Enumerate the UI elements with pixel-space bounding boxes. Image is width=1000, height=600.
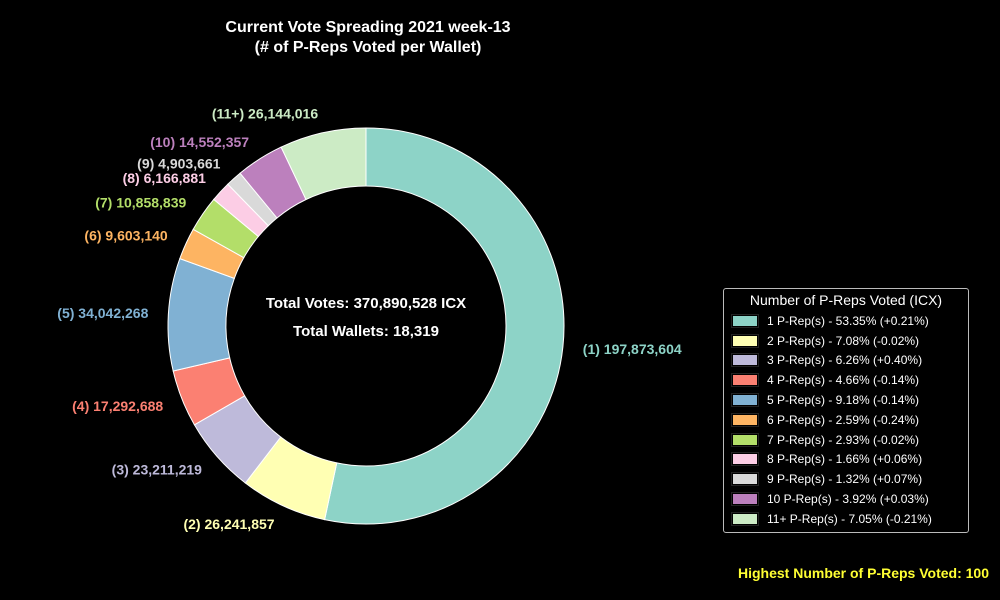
legend-swatch bbox=[731, 432, 759, 447]
legend-swatch bbox=[731, 313, 759, 328]
legend-item-7: 7 P-Rep(s) - 2.93% (-0.02%) bbox=[724, 430, 968, 450]
legend-swatch bbox=[731, 333, 759, 348]
legend-item-9: 9 P-Rep(s) - 1.32% (+0.07%) bbox=[724, 469, 968, 489]
legend-label: 4 P-Rep(s) - 4.66% (-0.14%) bbox=[767, 373, 920, 388]
legend-label: 10 P-Rep(s) - 3.92% (+0.03%) bbox=[767, 492, 929, 507]
slice-label-4: (4) 17,292,688 bbox=[72, 398, 163, 414]
legend-label: 5 P-Rep(s) - 9.18% (-0.14%) bbox=[767, 393, 920, 408]
chart-title-line-2: (# of P-Reps Voted per Wallet) bbox=[254, 39, 482, 56]
legend-swatch bbox=[731, 472, 759, 487]
legend-swatch bbox=[731, 511, 759, 526]
legend-item-2: 2 P-Rep(s) - 7.08% (-0.02%) bbox=[724, 331, 968, 351]
legend-label: 11+ P-Rep(s) - 7.05% (-0.21%) bbox=[767, 511, 932, 526]
legend-title: Number of P-Reps Voted (ICX) bbox=[749, 292, 943, 308]
chart-title: Current Vote Spreading 2021 week-13 (# o… bbox=[168, 18, 568, 58]
legend-item-6: 6 P-Rep(s) - 2.59% (-0.24%) bbox=[724, 410, 968, 430]
legend-item-11: 11+ P-Rep(s) - 7.05% (-0.21%) bbox=[724, 509, 968, 529]
legend-item-1: 1 P-Rep(s) - 53.35% (+0.21%) bbox=[724, 311, 968, 331]
legend-item-5: 5 P-Rep(s) - 9.18% (-0.14%) bbox=[724, 390, 968, 410]
donut-slice-5 bbox=[167, 257, 235, 372]
donut-slice-1 bbox=[324, 127, 565, 525]
slice-label-10: (10) 14,552,357 bbox=[150, 134, 249, 150]
legend-swatch bbox=[731, 492, 759, 507]
slice-label-8: (8) 6,166,881 bbox=[123, 170, 206, 186]
legend-label: 3 P-Rep(s) - 6.26% (+0.40%) bbox=[767, 353, 923, 368]
legend-label: 7 P-Rep(s) - 2.93% (-0.02%) bbox=[767, 432, 920, 447]
legend-swatch bbox=[731, 452, 759, 467]
legend-item-4: 4 P-Rep(s) - 4.66% (-0.14%) bbox=[724, 370, 968, 390]
chart-title-line-1: Current Vote Spreading 2021 week-13 bbox=[225, 19, 511, 36]
slice-label-11: (11+) 26,144,016 bbox=[212, 105, 318, 121]
slice-label-5: (5) 34,042,268 bbox=[57, 305, 148, 321]
total-wallets-text: Total Wallets: 18,319 bbox=[293, 323, 439, 340]
highest-preps-note: Highest Number of P-Reps Voted: 100 bbox=[737, 565, 989, 581]
legend-item-8: 8 P-Rep(s) - 1.66% (+0.06%) bbox=[724, 450, 968, 470]
legend-label: 1 P-Rep(s) - 53.35% (+0.21%) bbox=[767, 313, 929, 328]
legend-label: 2 P-Rep(s) - 7.08% (-0.02%) bbox=[767, 333, 920, 348]
donut-slice-11 bbox=[280, 127, 367, 201]
slice-labels: (1) 197,873,604 (2) 26,241,857 (3) 23,211,… bbox=[57, 105, 682, 532]
slice-label-9: (9) 4,903,661 bbox=[137, 156, 220, 172]
legend: Number of P-Reps Voted (ICX) 1 P-Rep(s) … bbox=[723, 288, 969, 533]
legend-item-10: 10 P-Rep(s) - 3.92% (+0.03%) bbox=[724, 489, 968, 509]
donut-slices bbox=[167, 127, 565, 525]
legend-label: 8 P-Rep(s) - 1.66% (+0.06%) bbox=[767, 452, 923, 467]
legend-label: 6 P-Rep(s) - 2.59% (-0.24%) bbox=[767, 412, 920, 427]
legend-swatch bbox=[731, 373, 759, 388]
slice-label-1: (1) 197,873,604 bbox=[583, 341, 682, 357]
slice-label-2: (2) 26,241,857 bbox=[183, 516, 274, 532]
legend-label: 9 P-Rep(s) - 1.32% (+0.07%) bbox=[767, 472, 923, 487]
slice-label-3: (3) 23,211,219 bbox=[112, 462, 203, 478]
legend-swatch bbox=[731, 353, 759, 368]
legend-rows: 1 P-Rep(s) - 53.35% (+0.21%) 2 P-Rep(s) -… bbox=[724, 311, 968, 529]
slice-label-7: (7) 10,858,839 bbox=[95, 195, 186, 211]
slice-label-6: (6) 9,603,140 bbox=[84, 227, 167, 243]
total-votes-text: Total Votes: 370,890,528 ICX bbox=[266, 295, 466, 312]
legend-item-3: 3 P-Rep(s) - 6.26% (+0.40%) bbox=[724, 351, 968, 371]
legend-swatch bbox=[731, 412, 759, 427]
legend-swatch bbox=[731, 393, 759, 408]
